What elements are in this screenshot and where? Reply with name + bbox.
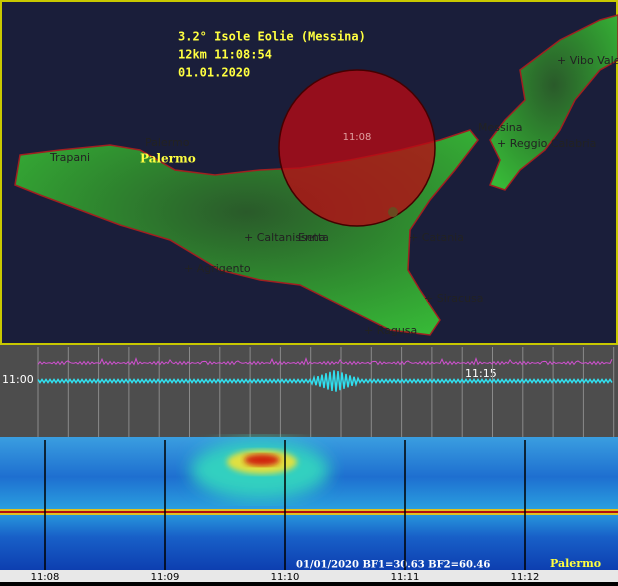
spectrogram-band xyxy=(0,511,618,513)
city: + Agrigento xyxy=(184,262,251,275)
event-depth-time: 12km 11:08:54 xyxy=(178,48,272,62)
city: Palermo xyxy=(145,136,190,149)
calabria xyxy=(489,14,618,191)
trace xyxy=(37,356,613,366)
city: Messina xyxy=(478,121,523,134)
time-label: 11:12 xyxy=(511,572,540,582)
seismogram-mark: 11:15 xyxy=(465,367,497,380)
seismogram: 11:00 11:15 xyxy=(0,345,618,437)
spectrogram-blob xyxy=(244,454,280,466)
time-label: 11:09 xyxy=(151,572,180,582)
city: + Caltanissetta xyxy=(244,231,329,244)
time-axis xyxy=(0,570,618,582)
seismogram-start: 11:00 xyxy=(2,373,34,386)
trace xyxy=(37,370,613,392)
spectrogram-station: Palermo xyxy=(550,557,601,570)
etna xyxy=(388,207,398,217)
time-label: 11:08 xyxy=(31,572,60,582)
city: + Ragusa xyxy=(364,324,417,337)
event-circle xyxy=(278,69,436,227)
station-label: Palermo xyxy=(140,152,196,166)
city: + Reggio Calabria xyxy=(497,137,596,150)
event-date: 01.01.2020 xyxy=(178,66,250,80)
city: + Catania xyxy=(409,231,464,244)
event-title: 3.2° Isole Eolie (Messina) xyxy=(178,30,366,44)
time-label: 11:10 xyxy=(271,572,300,582)
seismogram-bg xyxy=(0,345,618,437)
city: Trapani xyxy=(49,151,90,164)
time-labels: 11:08 11:09 11:10 11:11 11:12 xyxy=(31,440,540,583)
spectrogram-footer: 01/01/2020 BF1=30.63 BF2=60.46 xyxy=(296,560,490,571)
city: + Siracusa xyxy=(424,292,484,305)
time-label: 11:11 xyxy=(391,572,420,582)
city: Enna xyxy=(298,231,326,244)
map-border xyxy=(0,0,618,345)
city: + Vibo Vale xyxy=(557,54,618,67)
circle-label: 11:08 xyxy=(343,132,372,143)
